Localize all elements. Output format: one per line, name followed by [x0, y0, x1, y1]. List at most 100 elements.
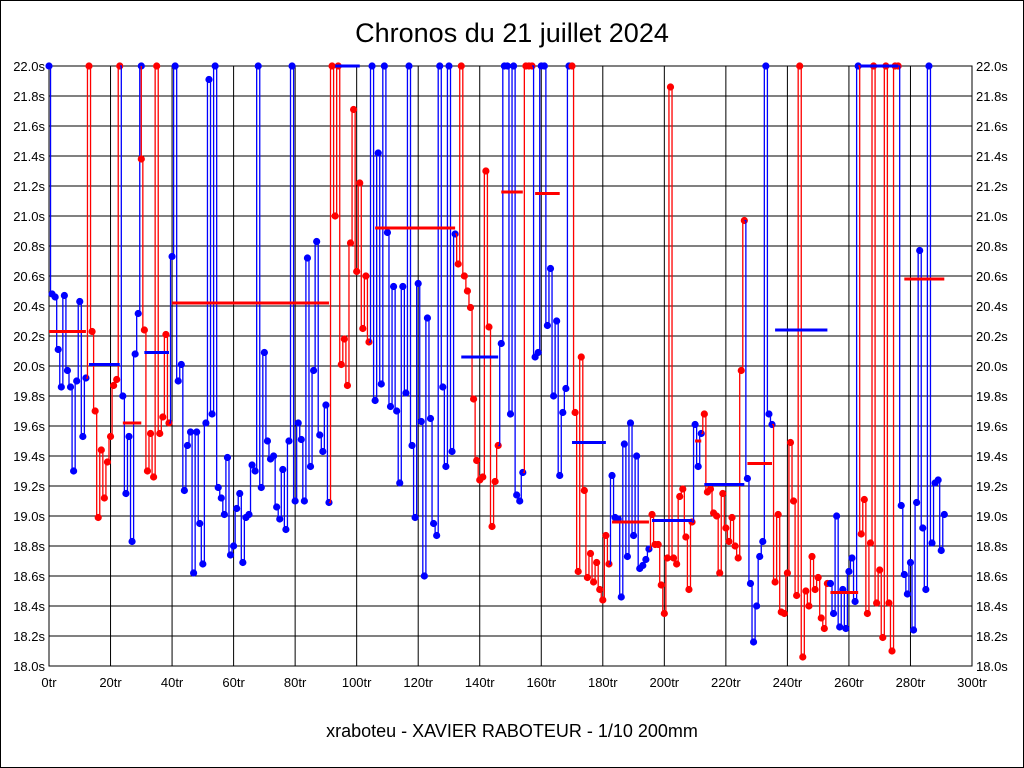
data-point — [549, 392, 558, 400]
y-tick-label-left: 18.4s — [13, 599, 45, 614]
data-point — [343, 381, 352, 390]
x-tick-label: 140tr — [465, 675, 495, 690]
data-point — [223, 453, 232, 462]
data-point — [873, 599, 881, 607]
data-point — [263, 437, 272, 445]
data-point — [728, 513, 736, 522]
data-point — [300, 497, 308, 505]
x-tick-label: 180tr — [588, 675, 618, 690]
data-point — [553, 317, 561, 325]
data-point — [183, 441, 192, 450]
x-tick-label: 100tr — [342, 675, 372, 690]
data-point — [580, 486, 588, 495]
data-point — [596, 585, 604, 594]
data-point — [230, 542, 238, 550]
y-tick-label-left: 19.6s — [13, 419, 45, 434]
data-point — [897, 501, 905, 510]
data-point — [100, 494, 108, 502]
data-point — [682, 533, 690, 541]
data-point — [186, 428, 195, 436]
chart-subtitle: xraboteu - XAVIER RABOTEUR - 1/10 200mm — [326, 721, 698, 741]
x-tick-label: 200tr — [650, 675, 680, 690]
data-point — [76, 297, 84, 306]
data-point — [353, 267, 361, 276]
y-tick-label-right: 18.6s — [976, 569, 1008, 584]
data-point — [629, 531, 638, 540]
y-tick-label-right: 22.0s — [976, 59, 1008, 74]
data-point — [205, 75, 213, 84]
data-point — [97, 446, 105, 454]
data-point — [654, 540, 662, 549]
x-tick-label: 260tr — [834, 675, 864, 690]
y-tick-label-right: 21.0s — [976, 209, 1008, 224]
data-point — [620, 440, 628, 448]
data-point — [737, 366, 745, 375]
data-point — [571, 408, 579, 417]
data-point — [608, 471, 616, 480]
data-point — [879, 633, 887, 642]
data-point — [756, 552, 764, 561]
series-seg11 — [531, 62, 573, 480]
data-point — [297, 435, 305, 444]
series-line — [119, 65, 142, 543]
data-point — [722, 524, 730, 532]
y-tick-label-right: 18.0s — [976, 659, 1008, 674]
y-tick-label-left: 21.0s — [13, 209, 45, 224]
data-point — [623, 552, 632, 561]
data-point — [193, 428, 201, 436]
data-point — [783, 569, 792, 577]
data-point — [903, 590, 911, 598]
x-tick-label: 160tr — [526, 675, 556, 690]
data-point — [165, 419, 173, 427]
data-point — [488, 522, 496, 531]
data-point — [789, 497, 798, 505]
data-point — [469, 395, 478, 403]
y-tick-label-right: 21.4s — [976, 149, 1008, 164]
data-point — [60, 291, 68, 300]
data-point — [685, 585, 693, 594]
data-point — [934, 476, 942, 484]
y-tick-label-left: 20.0s — [13, 359, 45, 374]
data-point — [276, 515, 284, 523]
data-point — [906, 558, 915, 567]
data-point — [700, 410, 708, 418]
data-point — [214, 483, 222, 492]
x-tick-label: 0tr — [41, 675, 57, 690]
data-point — [146, 429, 155, 438]
data-point — [134, 309, 142, 318]
data-point — [937, 546, 945, 555]
data-point — [208, 410, 216, 418]
data-point — [140, 326, 148, 334]
data-point — [199, 560, 207, 568]
data-point — [362, 272, 370, 280]
data-point — [928, 539, 936, 547]
data-point — [746, 579, 755, 588]
data-point — [177, 360, 185, 369]
data-point — [725, 537, 733, 546]
chart-title: Chronos du 21 juillet 2024 — [355, 18, 669, 48]
data-point — [349, 105, 358, 114]
y-tick-label-left: 19.2s — [13, 479, 45, 494]
data-point — [399, 282, 407, 291]
data-point — [88, 327, 96, 336]
data-point — [402, 389, 410, 397]
x-tick-label: 300tr — [957, 675, 987, 690]
data-point — [457, 62, 465, 70]
data-point — [245, 510, 253, 519]
data-point — [479, 473, 487, 481]
data-point — [814, 573, 822, 582]
data-point — [171, 62, 179, 70]
y-tick-label-left: 20.8s — [13, 239, 45, 254]
data-point — [842, 624, 850, 633]
data-point — [217, 494, 225, 502]
data-point — [617, 593, 625, 601]
y-tick-label-right: 18.4s — [976, 599, 1008, 614]
data-point — [922, 585, 930, 594]
data-point — [848, 554, 856, 562]
data-point — [174, 377, 182, 385]
data-point — [516, 497, 524, 505]
data-point — [888, 647, 896, 655]
data-point — [313, 237, 321, 246]
y-tick-label-left: 22.0s — [13, 59, 45, 74]
series-seg7 — [335, 62, 459, 580]
